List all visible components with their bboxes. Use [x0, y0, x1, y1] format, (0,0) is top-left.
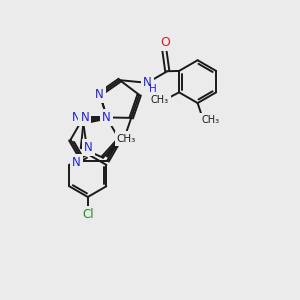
Text: CH₃: CH₃ [151, 95, 169, 105]
Text: N: N [72, 110, 81, 124]
Text: N: N [80, 110, 89, 124]
Text: N: N [143, 76, 152, 89]
Text: CH₃: CH₃ [201, 115, 220, 125]
Text: N: N [95, 88, 103, 100]
Text: N: N [72, 156, 81, 169]
Text: H: H [148, 84, 156, 94]
Text: Cl: Cl [82, 208, 94, 221]
Text: O: O [160, 36, 170, 49]
Text: N: N [102, 111, 111, 124]
Text: CH₃: CH₃ [117, 134, 136, 143]
Text: N: N [84, 141, 93, 154]
